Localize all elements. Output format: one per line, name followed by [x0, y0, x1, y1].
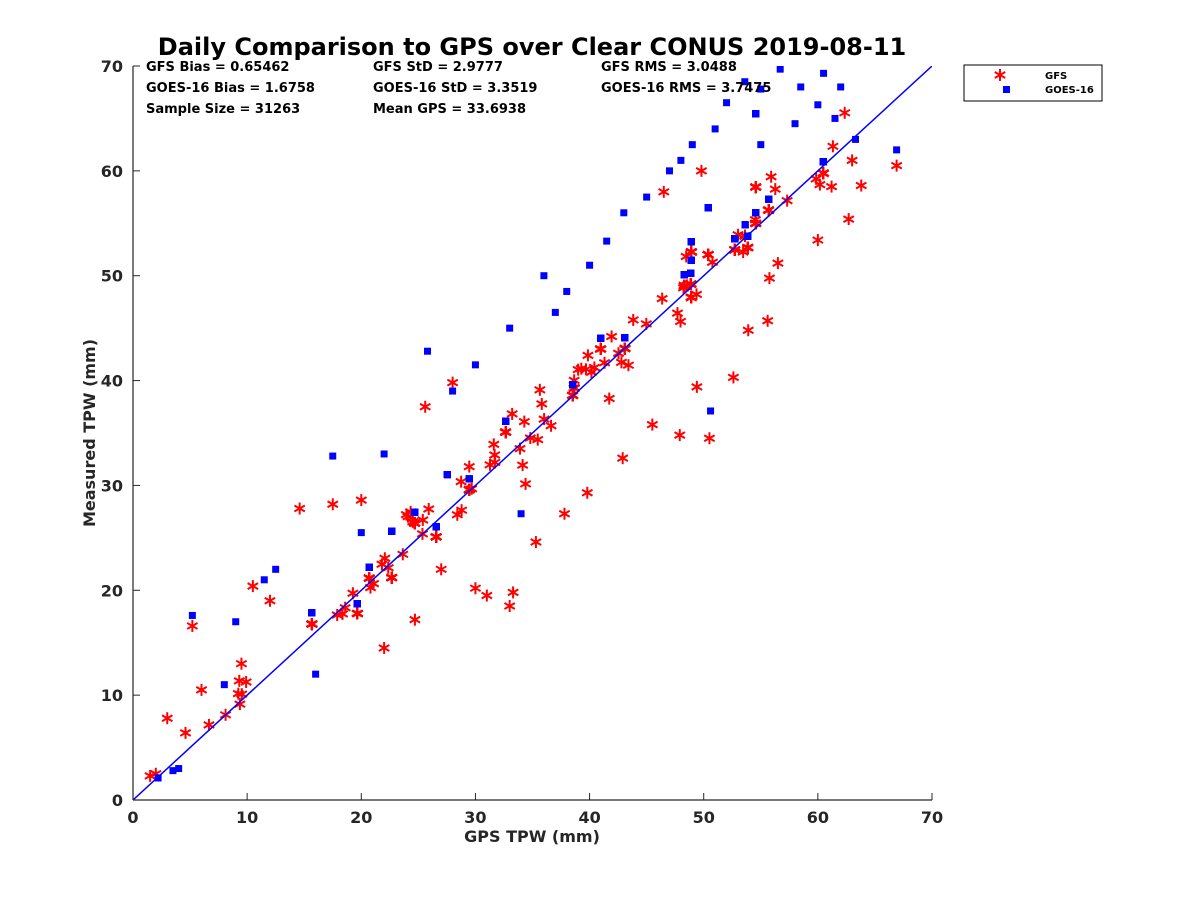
chart-title: Daily Comparison to GPS over Clear CONUS…: [158, 33, 906, 61]
gfs-point: [814, 178, 826, 191]
gfs-point: [615, 356, 628, 369]
gfs-point: [516, 459, 529, 472]
gfs-point: [484, 458, 496, 471]
gfs-point: [588, 361, 601, 374]
gfs-point: [519, 477, 532, 490]
gfs-point: [417, 513, 429, 526]
gfs-point: [838, 106, 851, 119]
gfs-point: [765, 170, 777, 183]
gfs-point: [488, 438, 500, 451]
gfs-point: [769, 183, 782, 196]
gfs-point: [737, 246, 749, 259]
gfs-point: [605, 330, 618, 343]
gfs-point: [339, 601, 351, 614]
gfs-point: [671, 307, 684, 320]
gfs-point: [234, 698, 246, 711]
gfs-point: [622, 359, 635, 372]
gfs-point: [572, 363, 584, 376]
gfs-point: [455, 504, 468, 517]
gfs-point: [536, 397, 548, 410]
gfs-point: [656, 292, 668, 305]
gfs-point: [331, 608, 343, 621]
gfs-point: [455, 475, 467, 488]
gfs-point: [518, 415, 531, 428]
gfs-point: [232, 687, 245, 700]
gfs-point: [582, 349, 594, 362]
gfs-point: [463, 460, 475, 473]
gfs-point: [603, 392, 615, 405]
gfs-point: [532, 433, 544, 446]
gfs-point: [827, 140, 839, 153]
gfs-point: [674, 315, 687, 328]
gfs-point: [534, 383, 546, 396]
gfs-point: [763, 272, 776, 285]
gfs-point: [233, 674, 246, 687]
gfs-point: [627, 313, 639, 326]
gfs-point: [488, 449, 501, 462]
gfs-point: [506, 407, 518, 420]
gfs-point: [423, 503, 435, 516]
gfs-point: [545, 419, 557, 432]
